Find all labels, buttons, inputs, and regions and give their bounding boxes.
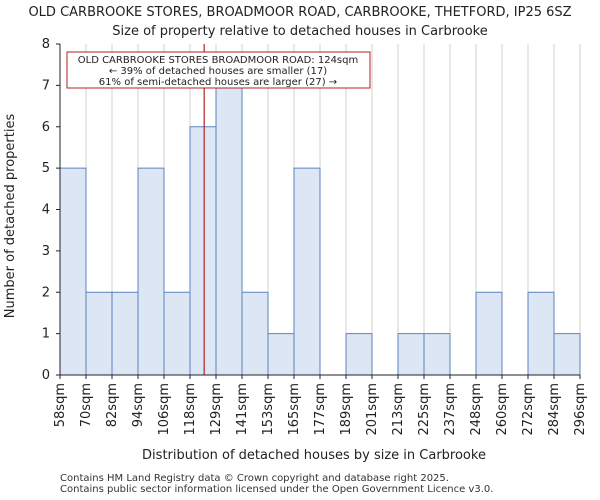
y-tick-label: 0: [42, 368, 50, 383]
x-tick-label: 248sqm: [469, 383, 484, 436]
bar: [163, 291, 191, 376]
bar: [475, 291, 503, 376]
x-tick-label: 58sqm: [53, 383, 68, 427]
bar: [85, 291, 113, 376]
x-tick-label: 129sqm: [209, 383, 224, 436]
y-tick-label: 4: [42, 203, 50, 218]
bar: [267, 333, 295, 376]
bar: [189, 126, 217, 376]
x-tick-label: 284sqm: [547, 383, 562, 436]
footer-licence: Contains public sector information licen…: [60, 484, 494, 495]
x-tick-label: 177sqm: [313, 383, 328, 436]
bar: [527, 291, 555, 376]
x-tick-label: 165sqm: [287, 383, 302, 436]
bar: [111, 291, 139, 376]
annotation-box: OLD CARBROOKE STORES BROADMOOR ROAD: 124…: [66, 51, 371, 89]
x-tick-label: 70sqm: [79, 383, 94, 427]
y-tick-label: 3: [42, 244, 50, 259]
y-tick-label: 1: [42, 327, 50, 342]
y-ticks: 0 1 2 3 4 5 6 7 8: [42, 37, 60, 383]
x-tick-label: 201sqm: [365, 383, 380, 436]
footer-copyright: Contains HM Land Registry data © Crown c…: [60, 473, 449, 484]
bar: [345, 333, 373, 376]
y-tick-label: 6: [42, 120, 50, 135]
x-tick-label: 272sqm: [521, 383, 536, 436]
x-tick-label: 82sqm: [105, 383, 120, 427]
bar: [59, 167, 87, 376]
bars: [59, 84, 581, 376]
chart-title: OLD CARBROOKE STORES, BROADMOOR ROAD, CA…: [28, 5, 571, 20]
x-tick-label: 237sqm: [443, 383, 458, 436]
x-axis-title: Distribution of detached houses by size …: [142, 448, 486, 463]
x-tick-label: 94sqm: [131, 383, 146, 427]
bar: [137, 167, 165, 376]
x-tick-label: 118sqm: [183, 383, 198, 436]
x-tick-label: 260sqm: [495, 383, 510, 436]
y-axis-title: Number of detached properties: [3, 114, 18, 319]
annotation-line1: OLD CARBROOKE STORES BROADMOOR ROAD: 124…: [78, 55, 358, 66]
x-ticks: 58sqm 70sqm 82sqm 94sqm 106sqm 118sqm 129sqm 14…: [53, 375, 588, 436]
x-tick-label: 153sqm: [261, 383, 276, 436]
x-tick-label: 141sqm: [235, 383, 250, 436]
y-tick-label: 7: [42, 78, 50, 93]
x-tick-label: 225sqm: [417, 383, 432, 436]
y-tick-label: 2: [42, 285, 50, 300]
chart-subtitle: Size of property relative to detached ho…: [112, 24, 487, 39]
annotation-line2: ← 39% of detached houses are smaller (17…: [109, 66, 327, 77]
bar: [397, 333, 425, 376]
bar: [293, 167, 321, 376]
x-tick-label: 106sqm: [157, 383, 172, 436]
y-tick-label: 5: [42, 161, 50, 176]
x-tick-label: 213sqm: [391, 383, 406, 436]
bar: [423, 333, 451, 376]
x-tick-label: 296sqm: [573, 383, 588, 436]
bar: [241, 291, 269, 376]
bar: [553, 333, 581, 376]
y-tick-label: 8: [42, 37, 50, 52]
annotation-line3: 61% of semi-detached houses are larger (…: [99, 77, 337, 88]
x-tick-label: 189sqm: [339, 383, 354, 436]
bar: [215, 84, 243, 376]
